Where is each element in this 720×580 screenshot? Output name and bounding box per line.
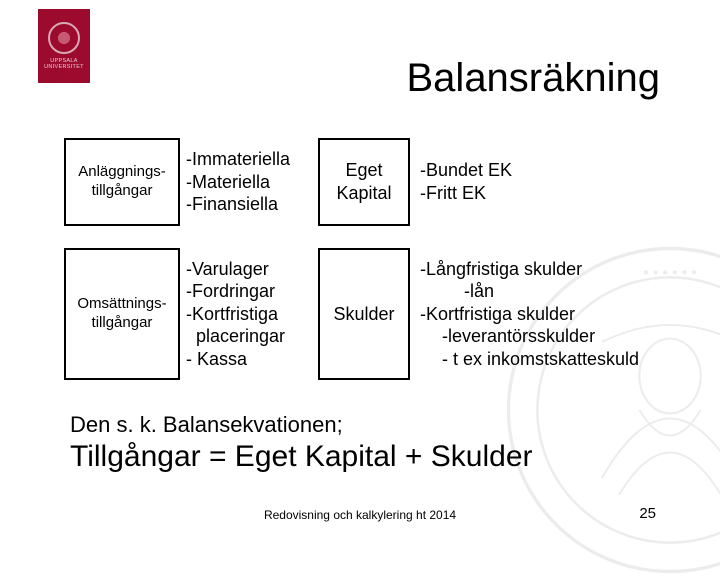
cell-liabilities-detail: -Långfristiga skulder-lån-Kortfristiga s… xyxy=(410,248,640,381)
footer-course: Redovisning och kalkylering ht 2014 xyxy=(0,508,720,522)
cell-equity-detail: -Bundet EK-Fritt EK xyxy=(410,138,640,226)
cell-liabilities: Skulder xyxy=(318,248,410,381)
logo-seal-icon xyxy=(48,22,80,54)
balance-equation: Tillgångar = Eget Kapital + Skulder xyxy=(70,440,533,474)
cell-assets-current: Omsättnings-tillgångar xyxy=(64,248,180,381)
table-row: Omsättnings-tillgångar -Varulager-Fordri… xyxy=(64,248,664,381)
detail-line: -Kortfristiga skulder xyxy=(420,303,575,326)
equation-label: Den s. k. Balansekvationen; xyxy=(70,412,343,438)
cell-assets-fixed: Anläggnings-tillgångar xyxy=(64,138,180,226)
detail-line: -Fritt EK xyxy=(420,182,486,205)
cell-assets-fixed-detail: -Immateriella-Materiella-Finansiella xyxy=(180,138,318,226)
detail-line: -lån xyxy=(420,280,494,303)
detail-line: -Långfristiga skulder xyxy=(420,258,582,281)
detail-line: - t ex inkomstskatteskuld xyxy=(420,348,639,371)
cell-assets-current-detail: -Varulager-Fordringar-Kortfristiga place… xyxy=(180,248,318,381)
page-number: 25 xyxy=(639,505,656,522)
logo-text-2: UNIVERSITET xyxy=(44,64,84,70)
university-logo: UPPSALA UNIVERSITET xyxy=(38,9,90,83)
detail-line: -Bundet EK xyxy=(420,159,512,182)
slide-title: Balansräkning xyxy=(407,56,661,101)
table-row: Anläggnings-tillgångar -Immateriella-Mat… xyxy=(64,138,664,226)
cell-equity: EgetKapital xyxy=(318,138,410,226)
balance-table: Anläggnings-tillgångar -Immateriella-Mat… xyxy=(64,138,664,402)
detail-line: -leverantörsskulder xyxy=(420,325,595,348)
